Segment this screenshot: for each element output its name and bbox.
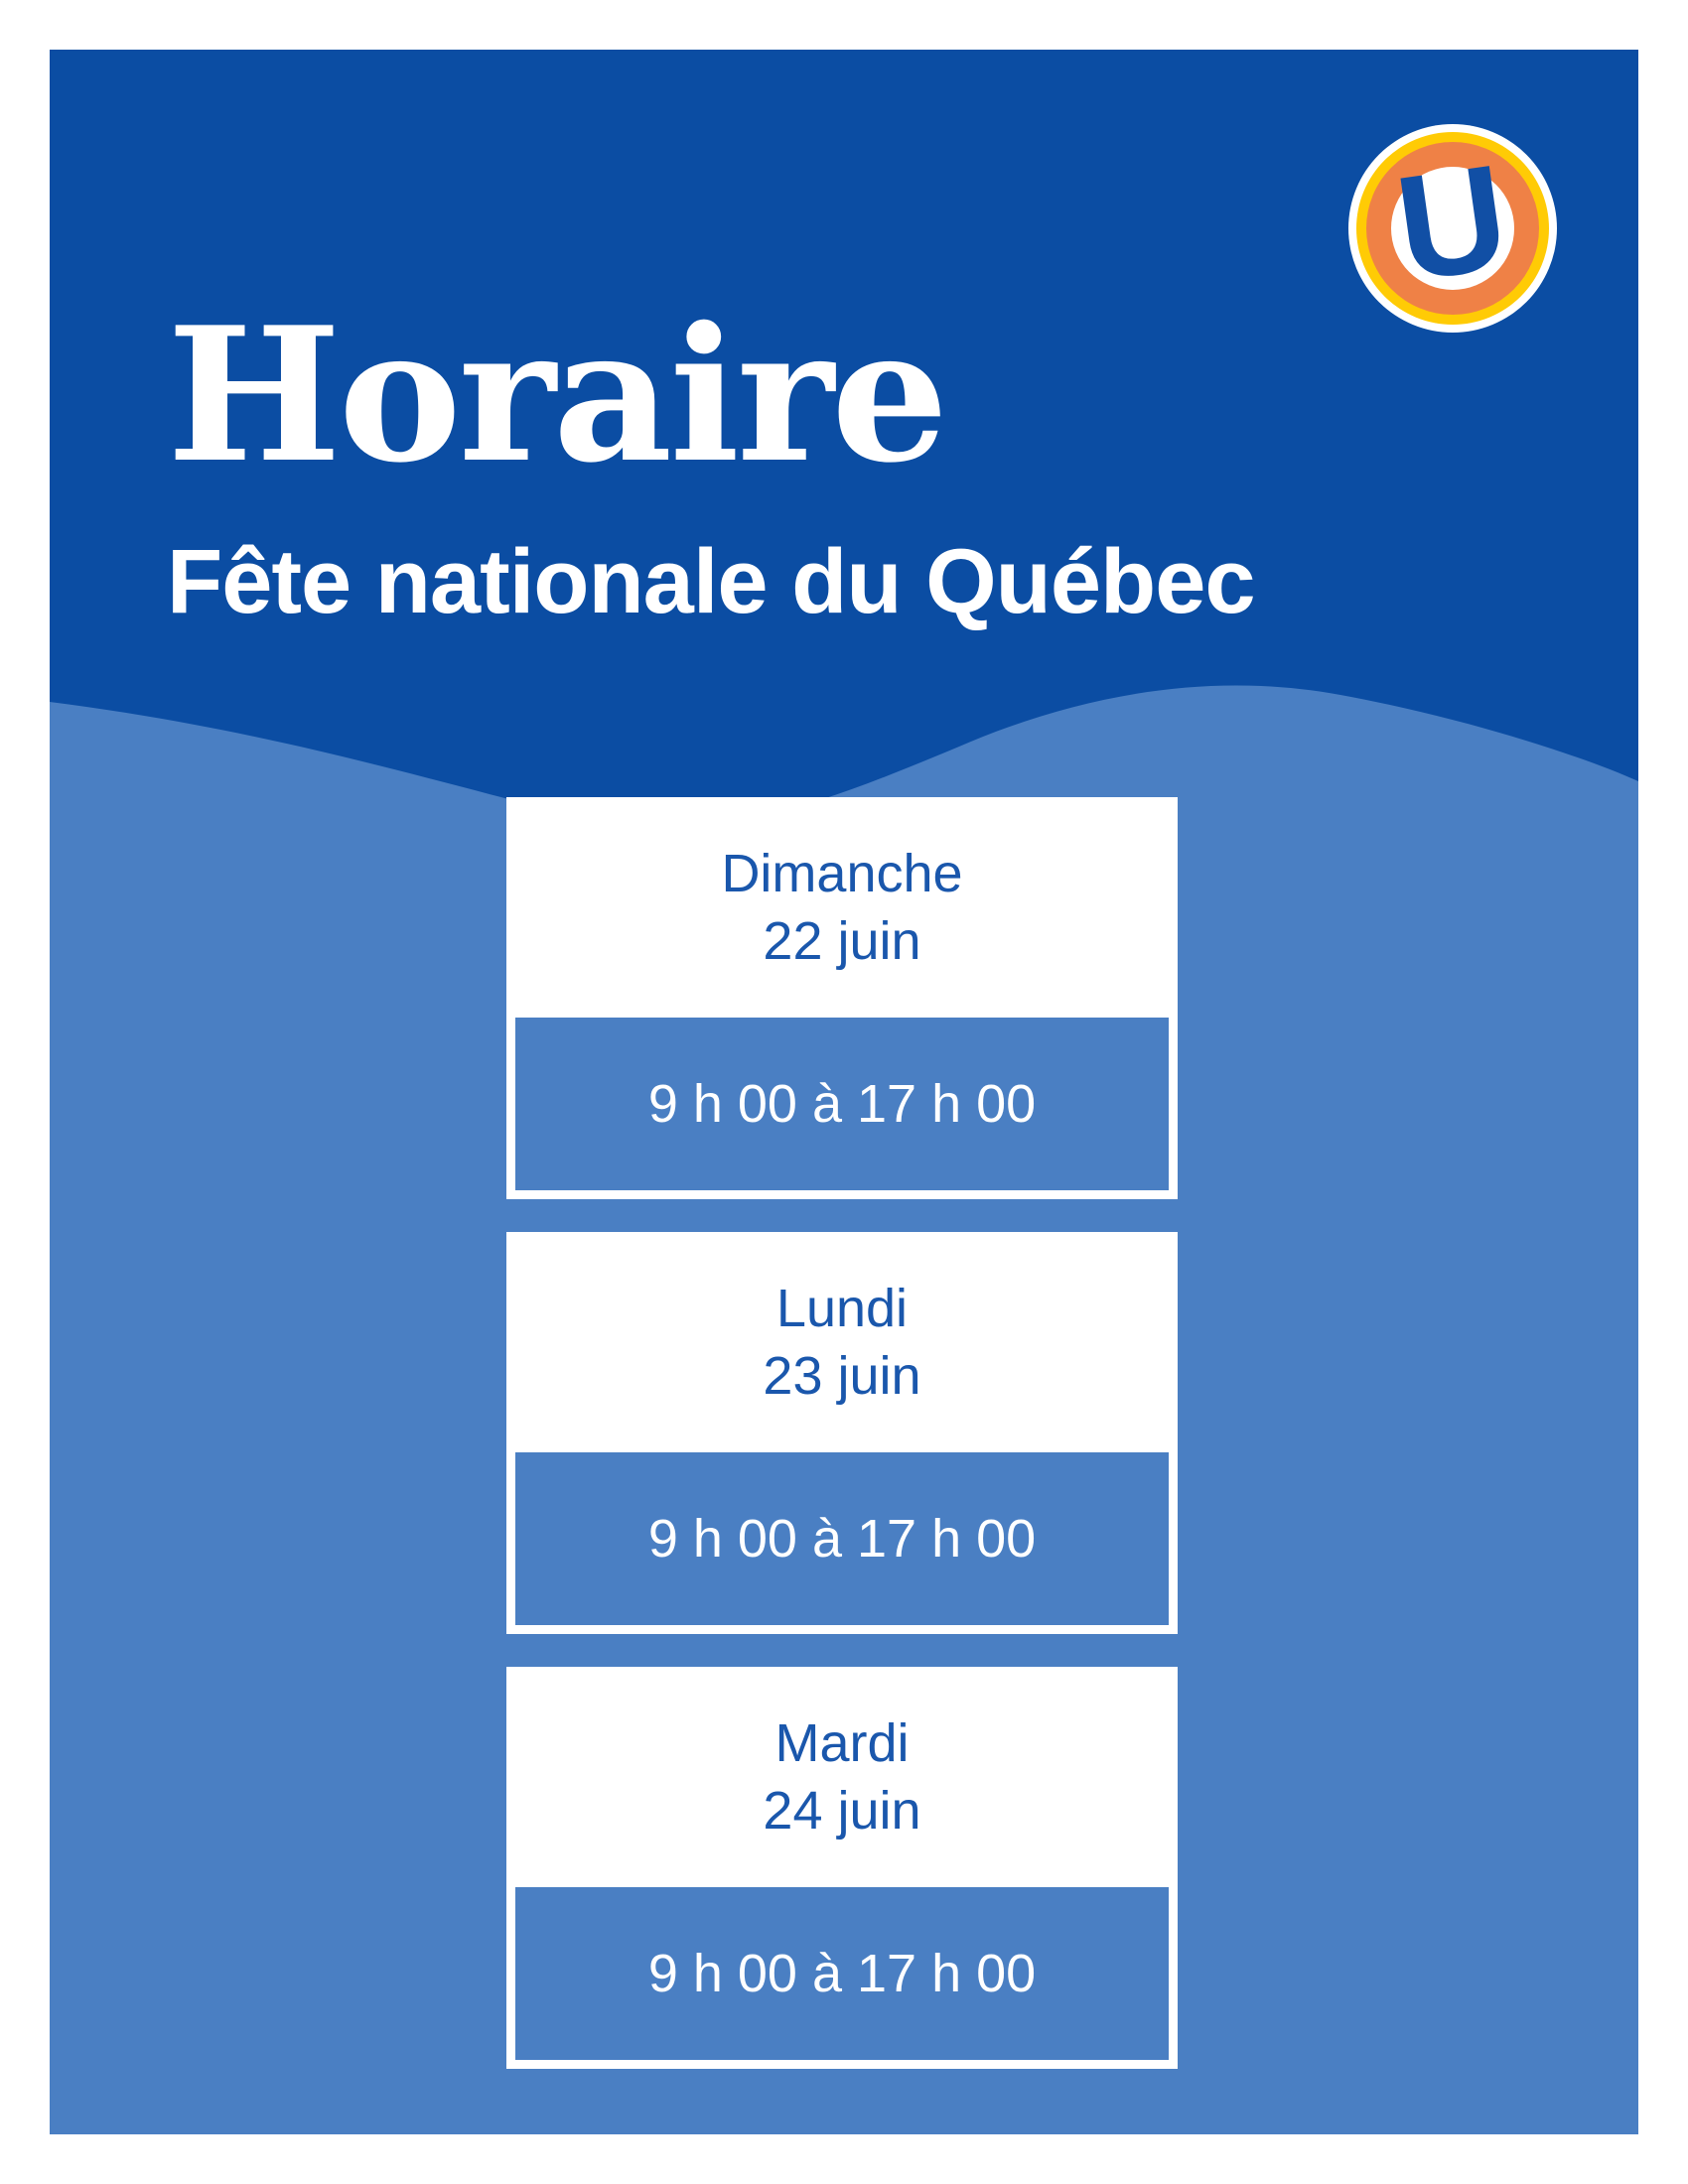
page-title: Horaire [167, 286, 948, 503]
schedule-list: Dimanche 22 juin 9 h 00 à 17 h 00 Lundi … [506, 797, 1178, 2102]
day-label: Dimanche [721, 844, 963, 903]
card-day-block: Dimanche 22 juin [515, 797, 1169, 1018]
card-day-block: Lundi 23 juin [515, 1232, 1169, 1452]
hours-bar: 9 h 00 à 17 h 00 [515, 1452, 1169, 1625]
brand-logo: U [1348, 124, 1557, 333]
day-label: Mardi [774, 1713, 910, 1773]
schedule-card-dimanche: Dimanche 22 juin 9 h 00 à 17 h 00 [506, 797, 1178, 1199]
header-wave-shape [50, 50, 1638, 828]
schedule-card-mardi: Mardi 24 juin 9 h 00 à 17 h 00 [506, 1667, 1178, 2069]
day-label: Lundi [775, 1279, 909, 1338]
hours-label: 9 h 00 à 17 h 00 [647, 1074, 1037, 1134]
hours-label: 9 h 00 à 17 h 00 [647, 1944, 1037, 2003]
header: Horaire Fête nationale du Québec [167, 286, 1256, 632]
logo-inner-disc: U [1387, 132, 1517, 312]
hours-bar: 9 h 00 à 17 h 00 [515, 1887, 1169, 2060]
date-label: 22 juin [763, 911, 921, 971]
schedule-card-lundi: Lundi 23 juin 9 h 00 à 17 h 00 [506, 1232, 1178, 1634]
hours-label: 9 h 00 à 17 h 00 [647, 1509, 1037, 1569]
logo-yellow-ring: U [1356, 132, 1549, 325]
logo-u-letter: U [1386, 132, 1517, 313]
logo-orange-ring: U [1366, 132, 1539, 315]
poster-background: Horaire Fête nationale du Québec U Diman… [50, 50, 1638, 2134]
date-label: 24 juin [763, 1781, 921, 1841]
hours-bar: 9 h 00 à 17 h 00 [515, 1018, 1169, 1190]
date-label: 23 juin [763, 1346, 921, 1406]
card-day-block: Mardi 24 juin [515, 1667, 1169, 1887]
page-subtitle: Fête nationale du Québec [167, 531, 1256, 632]
